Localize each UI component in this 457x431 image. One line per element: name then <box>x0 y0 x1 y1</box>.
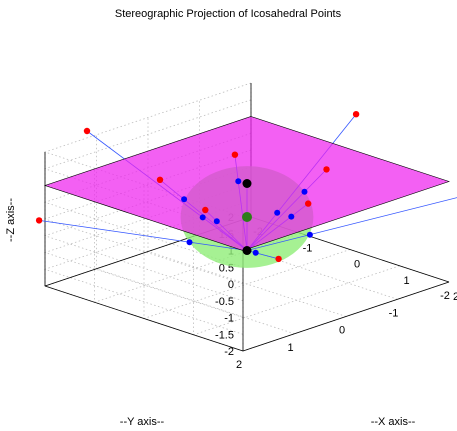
sphere-point <box>306 231 313 238</box>
y-tick-label: 1 <box>287 342 293 354</box>
z-tick-label: 0 <box>228 279 234 291</box>
z-tick-label: -1.5 <box>215 329 234 341</box>
pole-point <box>242 179 252 188</box>
z-tick-label: -2 <box>224 346 234 358</box>
projected-point <box>202 206 209 214</box>
y-tick-label: -2 <box>440 290 450 302</box>
sphere-point <box>199 214 206 221</box>
sphere-center-point <box>242 212 252 222</box>
x-tick-label: 2 <box>453 291 457 303</box>
y-tick-label: -1 <box>389 307 399 319</box>
y-axis-label: --Y axis-- <box>120 416 165 428</box>
sphere-point <box>213 218 220 225</box>
z-tick-label: -0.5 <box>215 296 234 308</box>
sphere-point <box>186 239 193 246</box>
projection-ray <box>39 220 248 251</box>
axis-edge <box>242 281 450 352</box>
x-tick-label: -1 <box>303 242 313 254</box>
projected-point <box>231 151 239 158</box>
sphere-point <box>288 213 295 220</box>
z-tick-label: -1 <box>224 313 234 325</box>
sphere-point <box>274 209 281 216</box>
projection-ray <box>246 197 457 251</box>
sphere-point <box>181 196 188 203</box>
sphere-point <box>235 178 242 185</box>
x-axis-label: --X axis-- <box>371 416 416 428</box>
x-tick-label: 0 <box>354 259 360 271</box>
sphere-point <box>301 188 308 195</box>
sphere-point <box>252 249 259 256</box>
y-tick-label: 0 <box>339 325 345 337</box>
plot-scene <box>35 111 457 268</box>
y-tick-label: 2 <box>236 359 242 371</box>
projection-ray <box>246 250 279 260</box>
projected-point <box>35 217 43 224</box>
projected-point <box>156 176 164 183</box>
projected-point <box>275 255 282 263</box>
projected-point <box>352 111 360 118</box>
chart-title: Stereographic Projection of Icosahedral … <box>115 8 342 20</box>
projected-point <box>305 200 312 207</box>
axis-edge <box>44 285 244 352</box>
pole-point <box>242 246 252 255</box>
x-tick-label: 1 <box>403 275 409 287</box>
projected-point <box>83 127 91 135</box>
z-axis-label: --Z axis-- <box>5 198 17 242</box>
projected-point <box>323 166 330 173</box>
